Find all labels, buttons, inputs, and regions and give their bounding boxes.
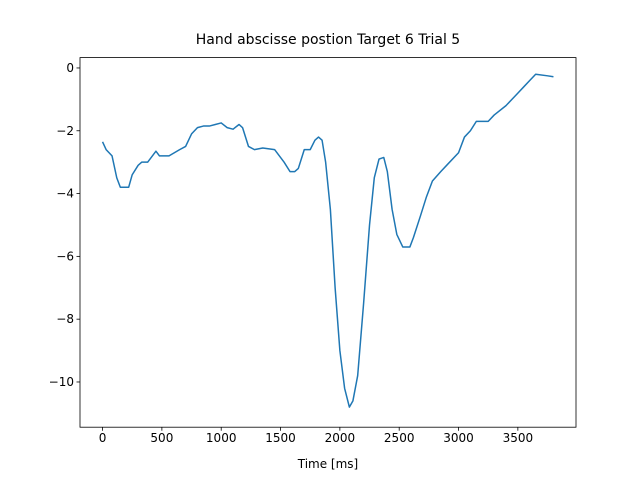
x-tick-label: 3000 [443,431,474,445]
x-tick-label: 1000 [206,431,237,445]
y-tick-label: 0 [66,61,74,75]
x-axis-label: Time [ms] [297,457,359,471]
chart-title: Hand abscisse postion Target 6 Trial 5 [196,32,460,48]
axes-frame [79,57,577,428]
x-tick-label: 1500 [265,431,296,445]
x-tick-label: 500 [150,431,173,445]
y-tick-label: −8 [56,312,74,326]
x-tick-label: 2000 [325,431,356,445]
data-line [101,73,554,408]
x-tick-label: 0 [99,431,107,445]
x-tick-label: 3500 [503,431,534,445]
y-tick-label: −2 [56,124,74,138]
x-tick-label: 2500 [384,431,415,445]
y-tick-label: −10 [49,375,74,389]
y-tick-label: −4 [56,187,74,201]
y-tick-label: −6 [56,249,74,263]
